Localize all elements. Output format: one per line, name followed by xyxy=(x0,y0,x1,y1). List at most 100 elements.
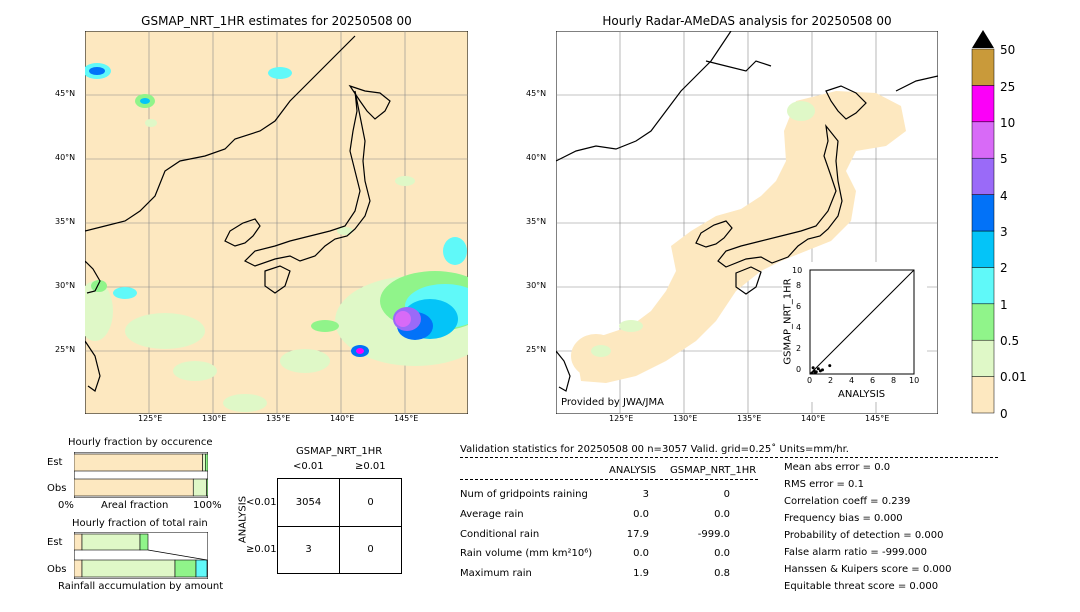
inset-scatter xyxy=(809,269,915,375)
contingency-row-lt: <0.01 xyxy=(246,497,277,508)
lat-tick: 40°N xyxy=(55,153,76,162)
contingency-title: GSMAP_NRT_1HR xyxy=(296,446,383,457)
acc-obs-seg xyxy=(81,559,176,578)
lat-tick: 35°N xyxy=(526,217,547,226)
scatter-point xyxy=(811,366,815,370)
score-line: Mean abs error = 0.0 xyxy=(784,462,891,473)
colorbar xyxy=(971,30,995,414)
acc-connector xyxy=(147,549,208,561)
acc-est-seg xyxy=(139,533,149,551)
stat-analysis: 0.0 xyxy=(633,509,649,520)
stat-gsmap: 0 xyxy=(723,489,730,500)
accumulation-footer: Rainfall accumulation by amount xyxy=(58,581,224,592)
right-map-light-rain xyxy=(591,101,815,357)
lat-tick: 45°N xyxy=(526,89,547,98)
colorbar-block xyxy=(971,267,995,305)
contingency-col-ge: ≥0.01 xyxy=(355,461,386,472)
occurrence-segment xyxy=(74,453,203,472)
stat-analysis: 0.0 xyxy=(633,548,649,559)
x-tick: 8 xyxy=(891,376,897,385)
lat-tick: 30°N xyxy=(526,281,547,290)
left-map-rain-patches xyxy=(85,63,468,412)
inset-x-ticks: 0 2 4 6 8 10 xyxy=(806,376,920,388)
occurrence-segment xyxy=(74,478,194,497)
validation-header: Validation statistics for 20250508 00 n=… xyxy=(460,444,849,455)
contingency-row-ge: ≥0.01 xyxy=(246,544,277,555)
occurrence-axis-mid: Areal fraction xyxy=(101,500,169,511)
score-line: Frequency bias = 0.000 xyxy=(784,513,903,524)
left-map xyxy=(85,31,468,414)
colorbar-tick: 1 xyxy=(1000,298,1008,312)
occurrence-title: Hourly fraction by occurence xyxy=(68,437,213,448)
scatter-point xyxy=(810,371,814,375)
colorbar-block xyxy=(971,230,995,268)
validation-divider xyxy=(460,457,998,458)
lat-tick: 35°N xyxy=(55,217,76,226)
right-map-lon-ticks: 125°E 130°E 135°E 140°E 145°E xyxy=(556,414,938,428)
colorbar-labels: 0 0.01 0.5 1 2 3 4 5 10 25 50 xyxy=(1000,30,1040,421)
stat-label: Maximum rain xyxy=(460,568,532,579)
contingency-cell: 0 xyxy=(367,497,374,508)
colorbar-extend-arrow xyxy=(972,30,994,48)
y-tick: 10 xyxy=(792,266,803,275)
stat-analysis: 1.9 xyxy=(633,568,649,579)
contingency-cell: 3 xyxy=(305,544,312,555)
colorbar-tick: 50 xyxy=(1000,43,1016,57)
occurrence-axis-left: 0% xyxy=(58,500,74,511)
y-tick: 6 xyxy=(796,302,802,311)
occurrence-row-obs: Obs xyxy=(47,483,67,494)
validation-divider-2 xyxy=(460,479,758,480)
accumulation-row-est: Est xyxy=(47,537,63,548)
inset-diagonal xyxy=(809,269,915,375)
colorbar-tick: 3 xyxy=(1000,225,1008,239)
acc-obs-seg xyxy=(174,559,197,578)
lat-tick: 40°N xyxy=(526,153,547,162)
validation-col-gsmap: GSMAP_NRT_1HR xyxy=(670,465,757,476)
scatter-point xyxy=(820,368,824,372)
score-line: Probability of detection = 0.000 xyxy=(784,530,944,541)
lat-tick: 25°N xyxy=(55,345,76,354)
occurrence-bars xyxy=(74,452,208,498)
stat-label: Conditional rain xyxy=(460,529,540,540)
colorbar-tick: 2 xyxy=(1000,261,1008,275)
acc-obs-seg xyxy=(195,559,208,578)
colorbar-block xyxy=(971,339,995,377)
colorbar-block xyxy=(971,48,995,86)
stat-label: Num of gridpoints raining xyxy=(460,489,588,500)
inset-y-ticks: 0 2 4 6 8 10 xyxy=(792,266,808,378)
contingency-cell: 0 xyxy=(367,544,374,555)
colorbar-block xyxy=(971,157,995,195)
colorbar-block xyxy=(971,121,995,159)
provider-annotation: Provided by JWA/JMA xyxy=(561,397,664,408)
y-tick: 0 xyxy=(796,365,802,374)
inset-points xyxy=(810,364,832,375)
score-line: Hanssen & Kuipers score = 0.000 xyxy=(784,564,952,575)
colorbar-tick: 0 xyxy=(1000,407,1008,421)
x-tick: 2 xyxy=(828,376,834,385)
lon-tick: 135°E xyxy=(266,414,291,423)
colorbar-block xyxy=(971,376,995,414)
score-line: RMS error = 0.1 xyxy=(784,479,864,490)
x-tick: 0 xyxy=(807,376,813,385)
stat-analysis: 3 xyxy=(642,489,649,500)
lon-tick: 130°E xyxy=(673,414,698,423)
colorbar-tick: 0.01 xyxy=(1000,370,1027,384)
occurrence-segment xyxy=(192,478,207,497)
inset-ylabel: GSMAP_NRT_1HR xyxy=(782,278,794,365)
inset-xlabel: ANALYSIS xyxy=(838,389,886,400)
stat-gsmap: 0.0 xyxy=(714,548,730,559)
stat-gsmap: -999.0 xyxy=(697,529,730,540)
colorbar-tick: 4 xyxy=(1000,189,1008,203)
score-line: Equitable threat score = 0.000 xyxy=(784,581,939,592)
score-line: False alarm ratio = -999.000 xyxy=(784,547,927,558)
right-map-lat-ticks: 45°N 40°N 35°N 30°N 25°N xyxy=(526,31,556,414)
x-tick: 10 xyxy=(909,376,920,385)
colorbar-tick: 25 xyxy=(1000,80,1016,94)
acc-est-seg xyxy=(74,533,83,551)
occurrence-segment xyxy=(205,453,208,472)
occurrence-row-est: Est xyxy=(47,457,63,468)
acc-obs-seg xyxy=(74,559,83,578)
contingency-table: 3054 0 3 0 xyxy=(277,478,402,574)
lon-tick: 125°E xyxy=(609,414,634,423)
y-tick: 8 xyxy=(796,281,802,290)
